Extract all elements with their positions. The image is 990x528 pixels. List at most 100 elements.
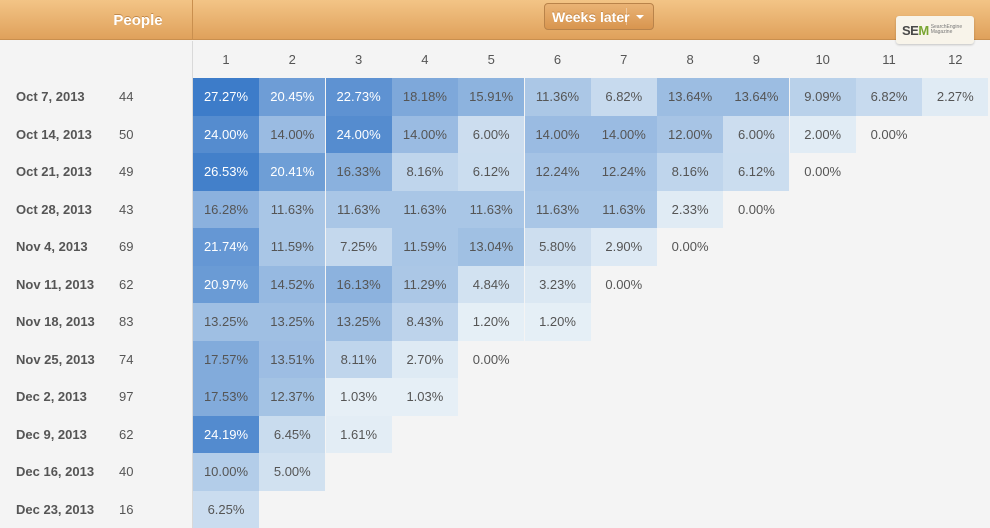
retention-cell[interactable]: 20.97% bbox=[193, 265, 259, 303]
retention-cell[interactable]: 1.03% bbox=[391, 378, 458, 416]
week-column-header: 10 bbox=[815, 52, 830, 67]
retention-cell[interactable]: 6.25% bbox=[193, 490, 259, 528]
retention-cell[interactable]: 24.00% bbox=[325, 115, 392, 153]
retention-cell[interactable]: 6.00% bbox=[723, 115, 790, 153]
retention-cell[interactable]: 8.43% bbox=[391, 303, 458, 341]
retention-cell[interactable]: 11.59% bbox=[391, 228, 458, 266]
retention-cell[interactable]: 13.04% bbox=[458, 228, 525, 266]
dropdown-divider bbox=[626, 8, 627, 25]
retention-cell[interactable]: 1.20% bbox=[524, 303, 591, 341]
retention-cell[interactable]: 0.00% bbox=[804, 164, 842, 180]
retention-cell[interactable]: 13.25% bbox=[193, 303, 259, 341]
retention-cell[interactable]: 11.63% bbox=[325, 190, 392, 228]
retention-cell[interactable]: 17.57% bbox=[193, 340, 259, 378]
retention-cell[interactable]: 9.09% bbox=[789, 78, 856, 116]
cohort-people-count: 43 bbox=[119, 201, 134, 217]
retention-cell[interactable]: 18.18% bbox=[391, 78, 458, 116]
retention-cell[interactable]: 14.00% bbox=[259, 115, 326, 153]
retention-cell[interactable]: 6.12% bbox=[723, 153, 790, 191]
retention-cell[interactable]: 6.12% bbox=[458, 153, 525, 191]
retention-cell[interactable]: 24.00% bbox=[193, 115, 259, 153]
retention-cell[interactable]: 2.70% bbox=[391, 340, 458, 378]
retention-cell[interactable]: 26.53% bbox=[193, 153, 259, 191]
retention-cell[interactable]: 16.13% bbox=[325, 265, 392, 303]
weeks-later-dropdown-label: Weeks later bbox=[552, 8, 630, 25]
retention-cell[interactable]: 1.61% bbox=[325, 415, 392, 453]
retention-cell[interactable]: 11.63% bbox=[391, 190, 458, 228]
retention-cell[interactable]: 11.36% bbox=[524, 78, 591, 116]
weeks-later-dropdown[interactable]: Weeks later bbox=[544, 3, 654, 30]
cohort-people-count: 49 bbox=[119, 164, 134, 180]
retention-cell[interactable]: 8.16% bbox=[657, 153, 724, 191]
retention-cell[interactable]: 6.82% bbox=[856, 78, 922, 116]
retention-cell[interactable]: 11.63% bbox=[458, 190, 525, 228]
retention-cell[interactable]: 3.23% bbox=[524, 265, 591, 303]
retention-cell[interactable]: 0.00% bbox=[472, 351, 510, 367]
retention-cell[interactable]: 16.33% bbox=[325, 153, 392, 191]
retention-cell[interactable]: 2.27% bbox=[922, 78, 989, 116]
week-column-header: 7 bbox=[620, 52, 628, 67]
logo-wordmark: SEM bbox=[902, 22, 929, 38]
retention-cell[interactable]: 13.64% bbox=[723, 78, 790, 116]
retention-cell[interactable]: 1.03% bbox=[325, 378, 392, 416]
week-column-header: 6 bbox=[553, 52, 562, 67]
retention-cell[interactable]: 20.41% bbox=[259, 153, 326, 191]
retention-cell[interactable]: 13.64% bbox=[657, 78, 724, 116]
retention-cell[interactable]: 17.53% bbox=[193, 378, 259, 416]
retention-cell[interactable]: 14.00% bbox=[524, 115, 591, 153]
retention-cell[interactable]: 27.27% bbox=[193, 78, 259, 116]
cohort-date: Nov 11, 2013 bbox=[16, 276, 95, 292]
retention-cell[interactable]: 1.20% bbox=[458, 303, 525, 341]
retention-cell[interactable]: 0.00% bbox=[605, 276, 643, 292]
retention-cell[interactable]: 14.00% bbox=[391, 115, 458, 153]
retention-cell[interactable]: 0.00% bbox=[870, 126, 908, 142]
retention-cell[interactable]: 5.80% bbox=[524, 228, 591, 266]
retention-cell[interactable]: 22.73% bbox=[325, 78, 392, 116]
retention-cell[interactable]: 11.29% bbox=[391, 265, 458, 303]
cohort-labels-panel bbox=[0, 41, 193, 528]
logo: SEM SearchEngine Magazine bbox=[896, 16, 974, 44]
retention-cell[interactable]: 13.51% bbox=[259, 340, 326, 378]
retention-cell[interactable]: 7.25% bbox=[325, 228, 392, 266]
retention-cell[interactable]: 14.52% bbox=[259, 265, 326, 303]
retention-cell[interactable]: 16.28% bbox=[193, 190, 259, 228]
week-column-header: 5 bbox=[487, 52, 495, 67]
retention-cell[interactable]: 10.00% bbox=[193, 453, 259, 491]
retention-cell[interactable]: 20.45% bbox=[259, 78, 326, 116]
cohort-people-count: 83 bbox=[119, 314, 134, 330]
cohort-row-label: Dec 2, 2013 97 bbox=[0, 378, 193, 416]
retention-cell[interactable]: 11.63% bbox=[524, 190, 591, 228]
retention-cell[interactable]: 0.00% bbox=[671, 239, 709, 255]
retention-cell[interactable]: 12.24% bbox=[524, 153, 591, 191]
retention-cell[interactable]: 13.25% bbox=[259, 303, 326, 341]
retention-cell[interactable]: 8.16% bbox=[391, 153, 458, 191]
cohort-row-label: Oct 21, 2013 49 bbox=[0, 153, 193, 191]
week-column-header: 8 bbox=[686, 52, 694, 67]
retention-cell[interactable]: 2.90% bbox=[590, 228, 657, 266]
retention-cell[interactable]: 15.91% bbox=[458, 78, 525, 116]
retention-cell[interactable]: 12.00% bbox=[657, 115, 724, 153]
retention-cell[interactable]: 2.33% bbox=[657, 190, 724, 228]
cohort-date: Dec 23, 2013 bbox=[16, 501, 95, 517]
retention-cell[interactable]: 6.00% bbox=[458, 115, 525, 153]
retention-cell[interactable]: 13.25% bbox=[325, 303, 392, 341]
retention-cell[interactable]: 0.00% bbox=[737, 201, 775, 217]
retention-cell[interactable]: 6.82% bbox=[590, 78, 657, 116]
retention-cell[interactable]: 2.00% bbox=[789, 115, 856, 153]
retention-cell[interactable]: 11.59% bbox=[259, 228, 326, 266]
retention-cell[interactable]: 4.84% bbox=[458, 265, 525, 303]
logo-subtitle: SearchEngine Magazine bbox=[930, 24, 963, 35]
retention-cell[interactable]: 8.11% bbox=[325, 340, 392, 378]
cohort-people-count: 97 bbox=[119, 389, 134, 405]
retention-cell[interactable]: 5.00% bbox=[259, 453, 326, 491]
retention-cell[interactable]: 12.24% bbox=[590, 153, 657, 191]
retention-cell[interactable]: 11.63% bbox=[590, 190, 657, 228]
retention-cell[interactable]: 11.63% bbox=[259, 190, 326, 228]
retention-cell[interactable]: 6.45% bbox=[259, 415, 326, 453]
retention-cell[interactable]: 21.74% bbox=[193, 228, 259, 266]
retention-cell[interactable]: 12.37% bbox=[259, 378, 326, 416]
retention-cell[interactable]: 24.19% bbox=[193, 415, 259, 453]
retention-cell[interactable]: 14.00% bbox=[590, 115, 657, 153]
cohort-date: Nov 18, 2013 bbox=[16, 314, 95, 330]
week-column-header: 11 bbox=[882, 52, 896, 67]
